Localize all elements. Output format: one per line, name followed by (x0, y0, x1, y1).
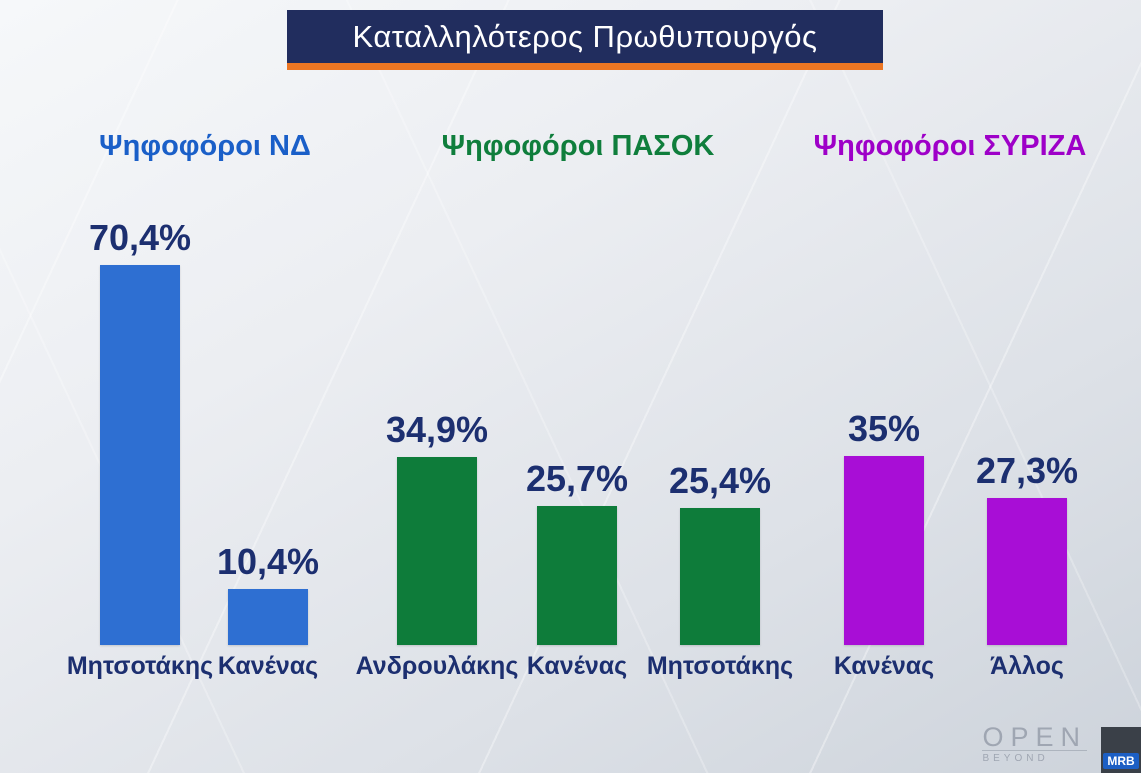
bar-value-label: 34,9% (385, 409, 489, 450)
bar (228, 589, 308, 645)
open-logo-subtext: BEYOND (982, 750, 1087, 765)
bar (680, 508, 760, 645)
bar-category-label: Κανένας (217, 652, 319, 680)
bar-category-label: Άλλος (990, 652, 1064, 680)
mrb-pollster-logo: MRB (1101, 727, 1141, 773)
bar (537, 506, 617, 645)
bar-category-label: Μητσοτάκης (66, 652, 214, 680)
bar-value-label: 27,3% (975, 450, 1079, 491)
bar (100, 265, 180, 645)
mrb-logo-text: MRB (1103, 753, 1139, 769)
bar-category-label: Κανένας (526, 652, 628, 680)
bar (844, 456, 924, 645)
bar-category-label: Κανένας (833, 652, 935, 680)
branding: OPEN BEYOND MRB (982, 724, 1141, 773)
bar-category-label: Μητσοτάκης (646, 652, 794, 680)
group-header-2: Ψηφοφόροι ΠΑΣΟΚ (441, 130, 715, 162)
bar-value-label: 10,4% (216, 541, 320, 582)
title-underline (287, 63, 883, 70)
bar (987, 498, 1067, 645)
bar-category-label: Ανδρουλάκης (355, 652, 519, 680)
bar (397, 457, 477, 645)
chart-title-bar: Καταλληλότερος Πρωθυπουργός (287, 10, 883, 63)
bar-value-label: 35% (847, 408, 921, 449)
group-header-1: Ψηφοφόροι ΝΔ (99, 130, 311, 162)
bar-value-label: 25,4% (668, 460, 772, 501)
open-logo-text: OPEN (982, 722, 1087, 752)
bar-value-label: 70,4% (88, 217, 192, 258)
bar-value-label: 25,7% (525, 458, 629, 499)
open-channel-logo: OPEN BEYOND (982, 724, 1087, 765)
group-header-3: Ψηφοφόροι ΣΥΡΙΖΑ (813, 130, 1087, 162)
page-title: Καταλληλότερος Πρωθυπουργός (352, 18, 818, 54)
